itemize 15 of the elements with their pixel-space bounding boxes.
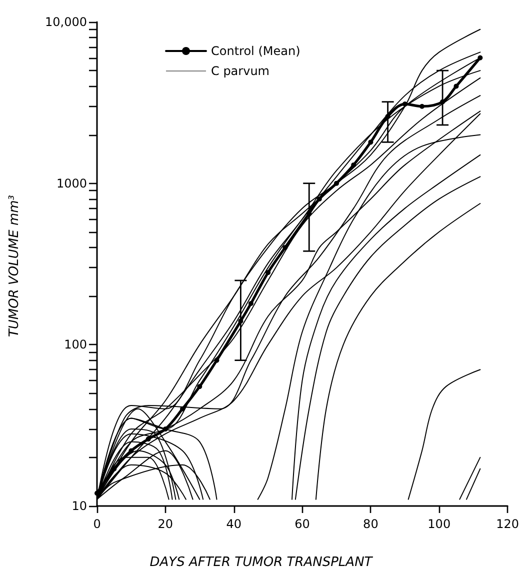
y-tick-label: 10,000 bbox=[45, 15, 87, 29]
y-axis-title: TUMOR VOLUME mm³ bbox=[7, 194, 22, 338]
y-tick-label: 10 bbox=[72, 499, 87, 513]
x-axis-title: DAYS AFTER TUMOR TRANSPLANT bbox=[150, 555, 374, 570]
x-tick-label: 60 bbox=[294, 517, 310, 531]
x-tick-label: 120 bbox=[496, 517, 519, 531]
x-tick-label: 80 bbox=[363, 517, 378, 531]
x-tick-label: 0 bbox=[93, 517, 101, 531]
x-tick-label: 100 bbox=[428, 517, 451, 531]
legend-label: C parvum bbox=[211, 64, 270, 78]
x-tick-label: 20 bbox=[158, 517, 174, 531]
legend-label: Control (Mean) bbox=[211, 44, 300, 58]
y-tick-label: 1000 bbox=[56, 176, 87, 190]
x-tick-label: 40 bbox=[226, 517, 242, 531]
y-tick-label: 100 bbox=[64, 338, 87, 352]
